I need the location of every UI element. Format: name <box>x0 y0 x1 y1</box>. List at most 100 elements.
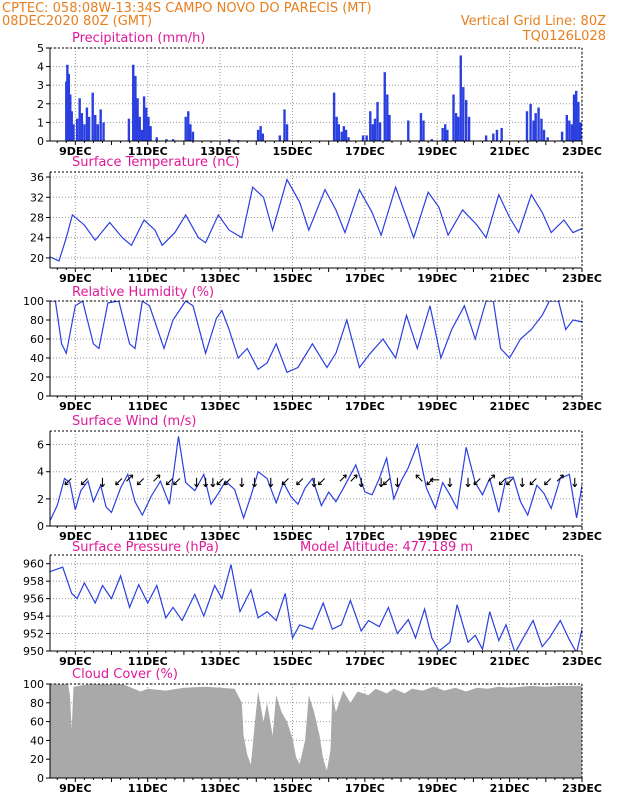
x-tick-label: 15DEC <box>272 655 312 668</box>
precip-bar <box>540 118 543 141</box>
wind-vector-arrow <box>80 478 88 486</box>
precip-bar <box>80 113 84 141</box>
precip-bar <box>430 139 434 141</box>
precip-bar <box>70 111 73 141</box>
wind-line <box>50 436 582 521</box>
precip-bar <box>155 137 158 141</box>
precip-bar <box>454 113 458 141</box>
panel-cloud: Cloud Cover (%) 0 20 40 60 80 100 9DEC 11DEC 13DE… <box>23 667 602 795</box>
wind-vector-arrow <box>223 478 231 486</box>
precip-bar <box>261 133 264 141</box>
precip-bar <box>579 122 582 141</box>
y-tick-label: 0 <box>37 135 44 148</box>
x-tick-label: 21DEC <box>490 655 530 668</box>
y-tick-label: 36 <box>30 171 44 184</box>
precip-bar <box>365 135 368 141</box>
precip-bar <box>484 135 488 141</box>
cloud-area <box>50 684 582 778</box>
x-tick-label: 19DEC <box>417 782 457 795</box>
precip-bar <box>388 114 391 141</box>
wind-vector-arrow <box>498 478 506 486</box>
precip-bar <box>332 92 336 141</box>
series-precip <box>65 55 582 141</box>
precip-bar <box>500 127 503 141</box>
x-tick-label: 19DEC <box>417 530 457 543</box>
x-tick-label: 11DEC <box>128 145 168 158</box>
x-tick-label: 17DEC <box>345 145 385 158</box>
x-tick-label: 15DEC <box>272 145 312 158</box>
precip-bar <box>534 113 537 141</box>
precip-bar <box>529 103 532 141</box>
precip-bar <box>467 116 471 141</box>
x-tick-label: 11DEC <box>128 782 168 795</box>
x-tick-label: 17DEC <box>345 530 385 543</box>
precip-bar <box>386 94 389 141</box>
y-tick-label: 4 <box>37 61 44 74</box>
y-tick-label: 960 <box>23 558 44 571</box>
x-tick-label: 13DEC <box>200 145 240 158</box>
panel-title: Surface Wind (m/s) <box>72 414 196 429</box>
precip-bar <box>347 137 350 141</box>
precip-bar <box>542 129 546 141</box>
precip-bar <box>78 98 81 141</box>
x-tick-label: 21DEC <box>490 400 530 413</box>
x-tick-label: 17DEC <box>345 400 385 413</box>
wind-vector-arrow <box>415 474 423 482</box>
precip-bar <box>344 129 348 141</box>
precip-bar <box>495 129 499 141</box>
precip-bar <box>459 55 462 141</box>
x-tick-label: 23DEC <box>562 655 602 668</box>
precip-bar <box>85 107 89 141</box>
x-tick-label: 19DEC <box>417 272 457 285</box>
panel-precip: Precipitation (mm/h) 0 1 2 3 4 5 9DEC 11DEC 13DEC… <box>37 31 602 158</box>
precip-bar <box>342 126 346 141</box>
x-tick-label: 21DEC <box>490 272 530 285</box>
header-date: 08DEC2020 80Z (GMT) <box>2 14 152 29</box>
precip-bar <box>464 100 468 141</box>
y-tick-label: 3 <box>37 79 44 92</box>
x-tick-label: 9DEC <box>59 782 91 795</box>
y-tick-label: 60 <box>30 716 44 729</box>
x-tick-label: 9DEC <box>59 655 91 668</box>
precip-bar <box>337 124 340 141</box>
precip-bar <box>369 111 372 141</box>
y-tick-label: 100 <box>23 295 44 308</box>
precip-bar <box>422 120 425 141</box>
series-press <box>50 564 582 651</box>
precip-bar <box>383 72 386 141</box>
precip-bar <box>560 131 564 141</box>
precip-bar <box>69 94 72 141</box>
x-tick-label: 11DEC <box>128 400 168 413</box>
precip-bar <box>565 114 568 141</box>
press-line <box>50 564 582 651</box>
x-tick-label: 23DEC <box>562 272 602 285</box>
precip-bar <box>99 109 102 141</box>
x-tick-label: 15DEC <box>272 400 312 413</box>
y-tick-label: 4 <box>37 466 44 479</box>
x-tick-label: 17DEC <box>345 272 385 285</box>
wind-vector-arrow <box>505 478 514 486</box>
precip-bar <box>376 101 379 141</box>
panel-wind: Surface Wind (m/s) 0 2 4 6 9DEC 11DEC 13DEC 15DE… <box>37 414 602 543</box>
x-tick-label: 15DEC <box>272 272 312 285</box>
y-tick-label: 956 <box>23 593 44 606</box>
precip-bar <box>407 120 410 141</box>
precip-bar <box>140 129 144 141</box>
x-tick-label: 11DEC <box>128 655 168 668</box>
precip-bar <box>256 129 260 141</box>
y-tick-label: 6 <box>37 439 44 452</box>
y-tick-label: 2 <box>37 98 44 111</box>
header-grid-line: Vertical Grid Line: 80Z <box>461 14 606 29</box>
y-tick-label: 80 <box>30 697 44 710</box>
wind-vector-arrow <box>99 477 105 488</box>
precip-bar <box>191 131 195 141</box>
wind-vector-arrow <box>529 478 537 486</box>
x-tick-label: 21DEC <box>490 782 530 795</box>
y-tick-label: 1 <box>37 116 44 129</box>
panel-press: Surface Pressure (hPa) Model Altitude: 47… <box>23 540 602 668</box>
precip-bar <box>525 111 529 141</box>
y-tick-label: 958 <box>23 575 44 588</box>
header-location: CPTEC: 058:08W-13:34S CAMPO NOVO DO PARE… <box>2 1 372 16</box>
x-tick-label: 9DEC <box>59 272 91 285</box>
precip-bar <box>94 114 97 141</box>
